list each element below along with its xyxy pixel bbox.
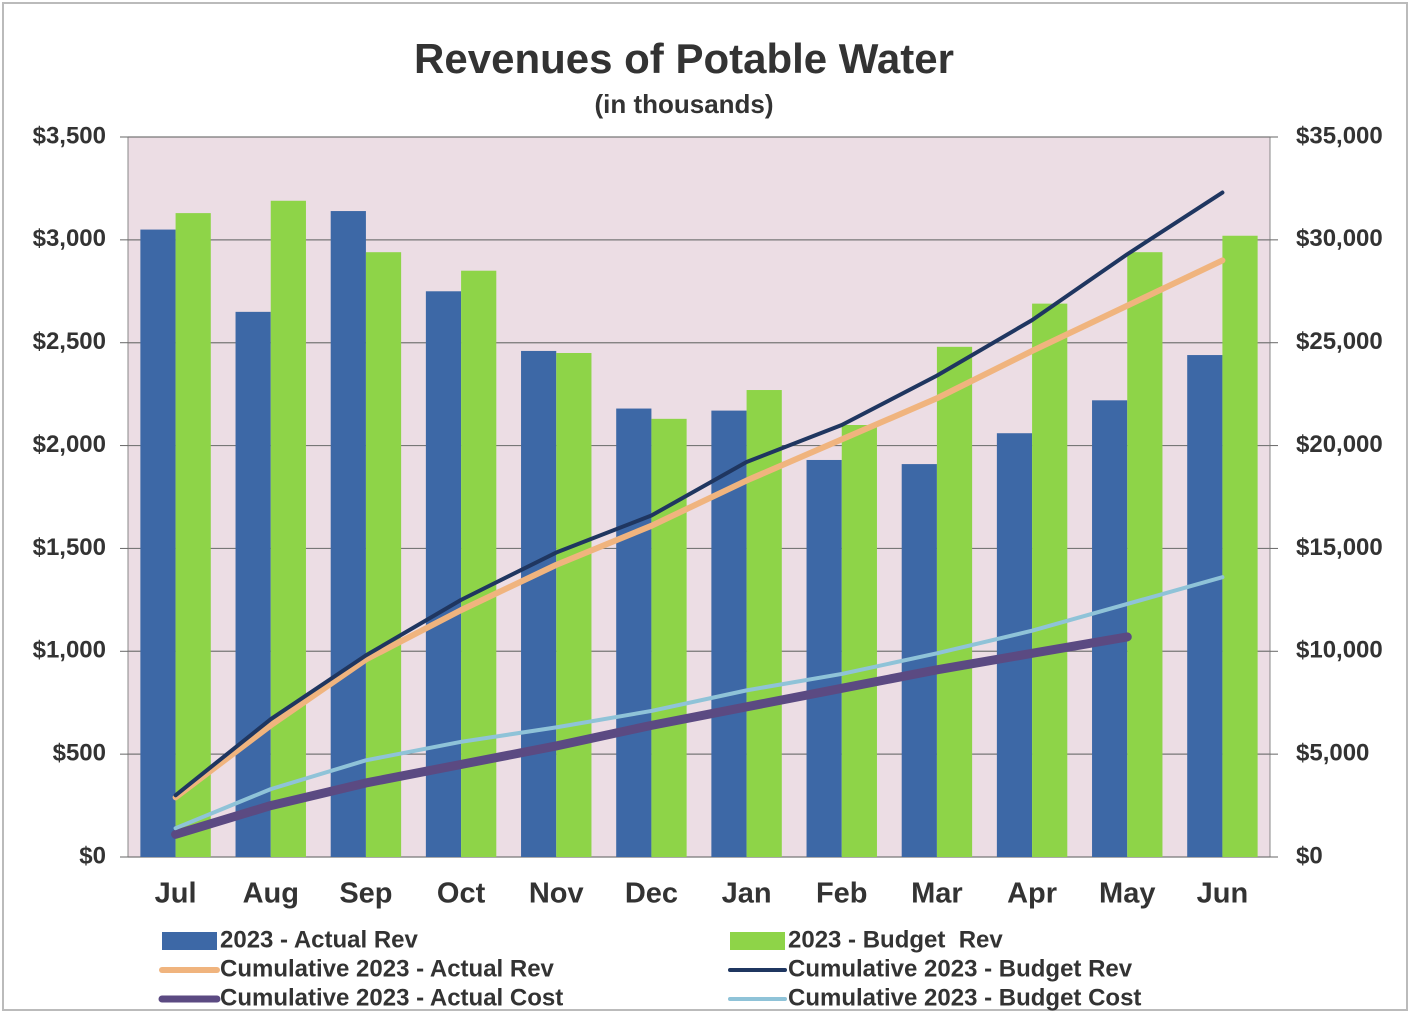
bar — [270, 200, 306, 857]
x-tick-label: Jun — [1197, 878, 1249, 910]
legend-swatch — [730, 932, 785, 950]
legend-label: Cumulative 2023 - Budget Cost — [788, 984, 1141, 1011]
bar — [1032, 303, 1068, 858]
bar — [365, 252, 402, 857]
bar — [806, 459, 842, 857]
legend-label: Cumulative 2023 - Actual Cost — [220, 984, 563, 1011]
line — [173, 575, 1225, 831]
y2-tick-label: $0 — [1296, 842, 1323, 869]
x-tick-label: Apr — [1007, 878, 1057, 910]
legend-swatch — [162, 932, 217, 950]
x-tick-label: Jan — [722, 878, 772, 910]
x-tick-label: Jul — [155, 878, 197, 910]
bar — [556, 353, 592, 857]
x-tick-label: Dec — [625, 878, 678, 910]
y-tick-label: $1,500 — [33, 534, 106, 561]
bar — [521, 350, 557, 857]
bar — [1187, 355, 1223, 857]
legend-label: Cumulative 2023 - Budget Rev — [788, 955, 1133, 982]
y-tick-label: $500 — [53, 739, 106, 766]
x-tick-label: Nov — [529, 878, 584, 910]
line — [171, 632, 1132, 839]
bar — [175, 213, 211, 858]
chart-title: Revenues of Potable Water — [414, 35, 954, 82]
line — [172, 257, 1226, 801]
x-tick-label: Mar — [911, 878, 963, 910]
x-tick-label: Oct — [437, 878, 486, 910]
y-tick-label: $1,000 — [33, 637, 106, 664]
y2-tick-label: $15,000 — [1296, 534, 1383, 561]
bar — [140, 229, 176, 858]
x-tick-label: Sep — [339, 878, 392, 910]
y-tick-label: $3,500 — [33, 122, 106, 149]
bar — [936, 346, 973, 857]
y-tick-label: $0 — [79, 842, 106, 869]
y2-tick-label: $30,000 — [1296, 225, 1383, 252]
bar — [1092, 400, 1128, 857]
y-tick-label: $2,000 — [33, 431, 106, 458]
x-tick-label: May — [1099, 878, 1155, 910]
chart-subtitle: (in thousands) — [594, 89, 773, 119]
y-tick-label: $3,000 — [33, 225, 106, 252]
bar — [996, 433, 1033, 857]
x-tick-label: Aug — [243, 878, 299, 910]
bar — [841, 425, 877, 857]
bar — [235, 311, 271, 857]
bar — [616, 408, 652, 857]
bar — [461, 270, 497, 857]
y2-tick-label: $35,000 — [1296, 122, 1383, 149]
bar — [1127, 252, 1163, 857]
bar — [651, 418, 687, 857]
y2-tick-label: $25,000 — [1296, 328, 1383, 355]
bar — [1222, 235, 1258, 857]
line — [173, 190, 1225, 798]
bar — [330, 211, 366, 858]
x-tick-label: Feb — [816, 878, 868, 910]
y2-tick-label: $5,000 — [1296, 739, 1369, 766]
y-tick-label: $2,500 — [33, 328, 106, 355]
y2-tick-label: $20,000 — [1296, 431, 1383, 458]
plot-area — [127, 136, 1271, 858]
legend-label: 2023 - Budget Rev — [788, 926, 1003, 953]
y2-tick-label: $10,000 — [1296, 637, 1383, 664]
legend-label: Cumulative 2023 - Actual Rev — [220, 955, 555, 982]
legend-label: 2023 - Actual Rev — [220, 926, 419, 953]
